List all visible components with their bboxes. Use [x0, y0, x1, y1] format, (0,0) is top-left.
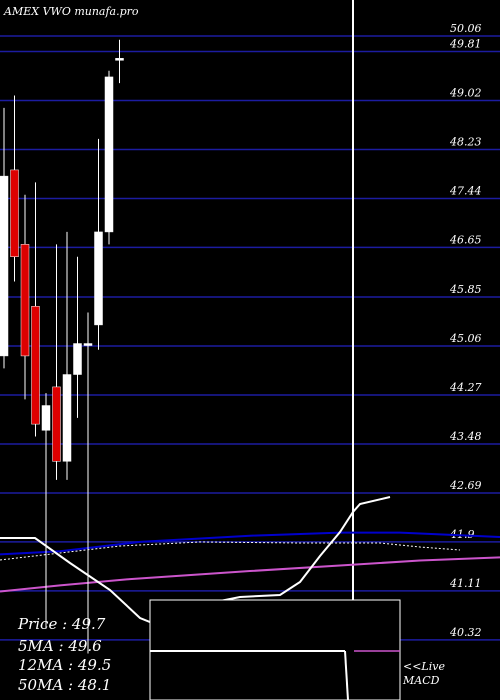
macd-label: MACD: [403, 674, 440, 687]
ma-line-1: [0, 531, 500, 556]
y-tick-label: 46.65: [449, 233, 482, 246]
candle-body: [10, 169, 19, 257]
macd-box: [149, 599, 401, 700]
candle: [52, 244, 61, 480]
y-tick-label: 50.06: [450, 22, 482, 35]
candle: [0, 107, 9, 369]
y-tick-label: 45.85: [449, 283, 482, 296]
candle-body: [41, 405, 51, 431]
y-tick-label: 44.27: [449, 381, 482, 394]
ma-line-2: [0, 556, 500, 593]
candle-body: [20, 244, 30, 357]
y-tick-label: 48.23: [449, 135, 482, 148]
candle: [10, 95, 19, 282]
ma12-readout: 12MA : 49.5: [18, 656, 112, 674]
candle-body: [115, 58, 124, 61]
candle: [20, 194, 30, 400]
candle-body: [73, 343, 82, 375]
candle: [31, 182, 40, 437]
candle: [41, 393, 51, 629]
candle-body: [62, 374, 72, 462]
ma50-readout: 50MA : 48.1: [18, 676, 112, 694]
candle-body: [52, 386, 61, 462]
candles: [0, 39, 124, 654]
candle: [94, 138, 103, 350]
y-tick-label: 43.48: [449, 430, 482, 443]
macd-line: [0, 496, 391, 624]
candle-body: [83, 343, 93, 346]
candle: [73, 256, 82, 418]
y-tick-label: 40.32: [449, 626, 482, 639]
price-readout: Price : 49.7: [18, 615, 106, 633]
y-tick-label: 47.44: [449, 184, 482, 197]
candle: [62, 231, 72, 480]
candle-body: [94, 231, 103, 326]
candle: [115, 39, 124, 84]
y-tick-label: 49.81: [449, 38, 482, 51]
candle: [83, 312, 93, 654]
y-tick-label: 42.69: [449, 479, 482, 492]
candle-body: [104, 76, 114, 233]
macd-live-label: <<Live: [403, 660, 445, 673]
chart-title: AMEX VWO munafa.pro: [4, 5, 139, 18]
y-axis-ticks: 50.06 49.81 49.02 48.23 47.44 46.65 45.85 45.06…: [449, 22, 482, 639]
y-tick-label: 49.02: [449, 86, 482, 99]
ma5-readout: 5MA : 49.6: [18, 637, 102, 655]
y-tick-label: 41.11: [449, 577, 482, 590]
candle-body: [31, 306, 40, 425]
y-tick-label: 45.06: [449, 332, 482, 345]
candle-body: [0, 175, 9, 357]
candle: [104, 70, 114, 245]
moving-averages: [0, 531, 500, 593]
